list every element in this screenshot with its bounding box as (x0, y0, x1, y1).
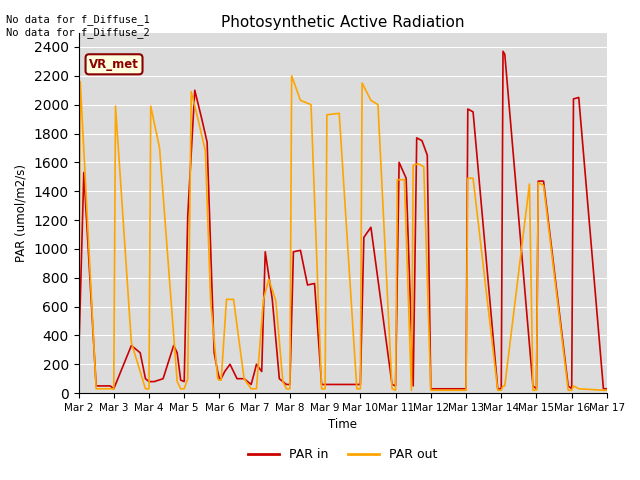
PAR out (603, 387, 611, 393)
PAR in (110, 386, 118, 392)
PAR in (464, 106, 472, 112)
PAR in (75, 361, 83, 367)
Title: Photosynthetic Active Radiation: Photosynthetic Active Radiation (221, 15, 465, 30)
PAR in (540, 178, 547, 184)
PAR out (75, 383, 83, 389)
PAR out (494, 387, 502, 393)
PAR out (288, 73, 296, 79)
PAR out (464, 175, 472, 181)
PAR in (141, 376, 149, 382)
Y-axis label: PAR (umol/m2/s): PAR (umol/m2/s) (15, 164, 28, 262)
PAR out (127, 340, 135, 346)
PAR out (497, 387, 505, 393)
Line: PAR in: PAR in (79, 51, 607, 389)
X-axis label: Time: Time (328, 419, 357, 432)
PAR in (499, 48, 507, 54)
PAR out (392, 387, 399, 393)
Text: No data for f_Diffuse_1
No data for f_Diffuse_2: No data for f_Diffuse_1 No data for f_Di… (6, 14, 150, 38)
Legend: PAR in, PAR out: PAR in, PAR out (243, 443, 442, 466)
Line: PAR out: PAR out (79, 76, 607, 390)
PAR out (540, 182, 547, 188)
PAR in (459, 386, 467, 392)
PAR in (469, 109, 477, 115)
PAR in (603, 386, 611, 392)
PAR in (497, 386, 505, 392)
PAR out (501, 383, 509, 389)
Text: VR_met: VR_met (89, 58, 139, 71)
